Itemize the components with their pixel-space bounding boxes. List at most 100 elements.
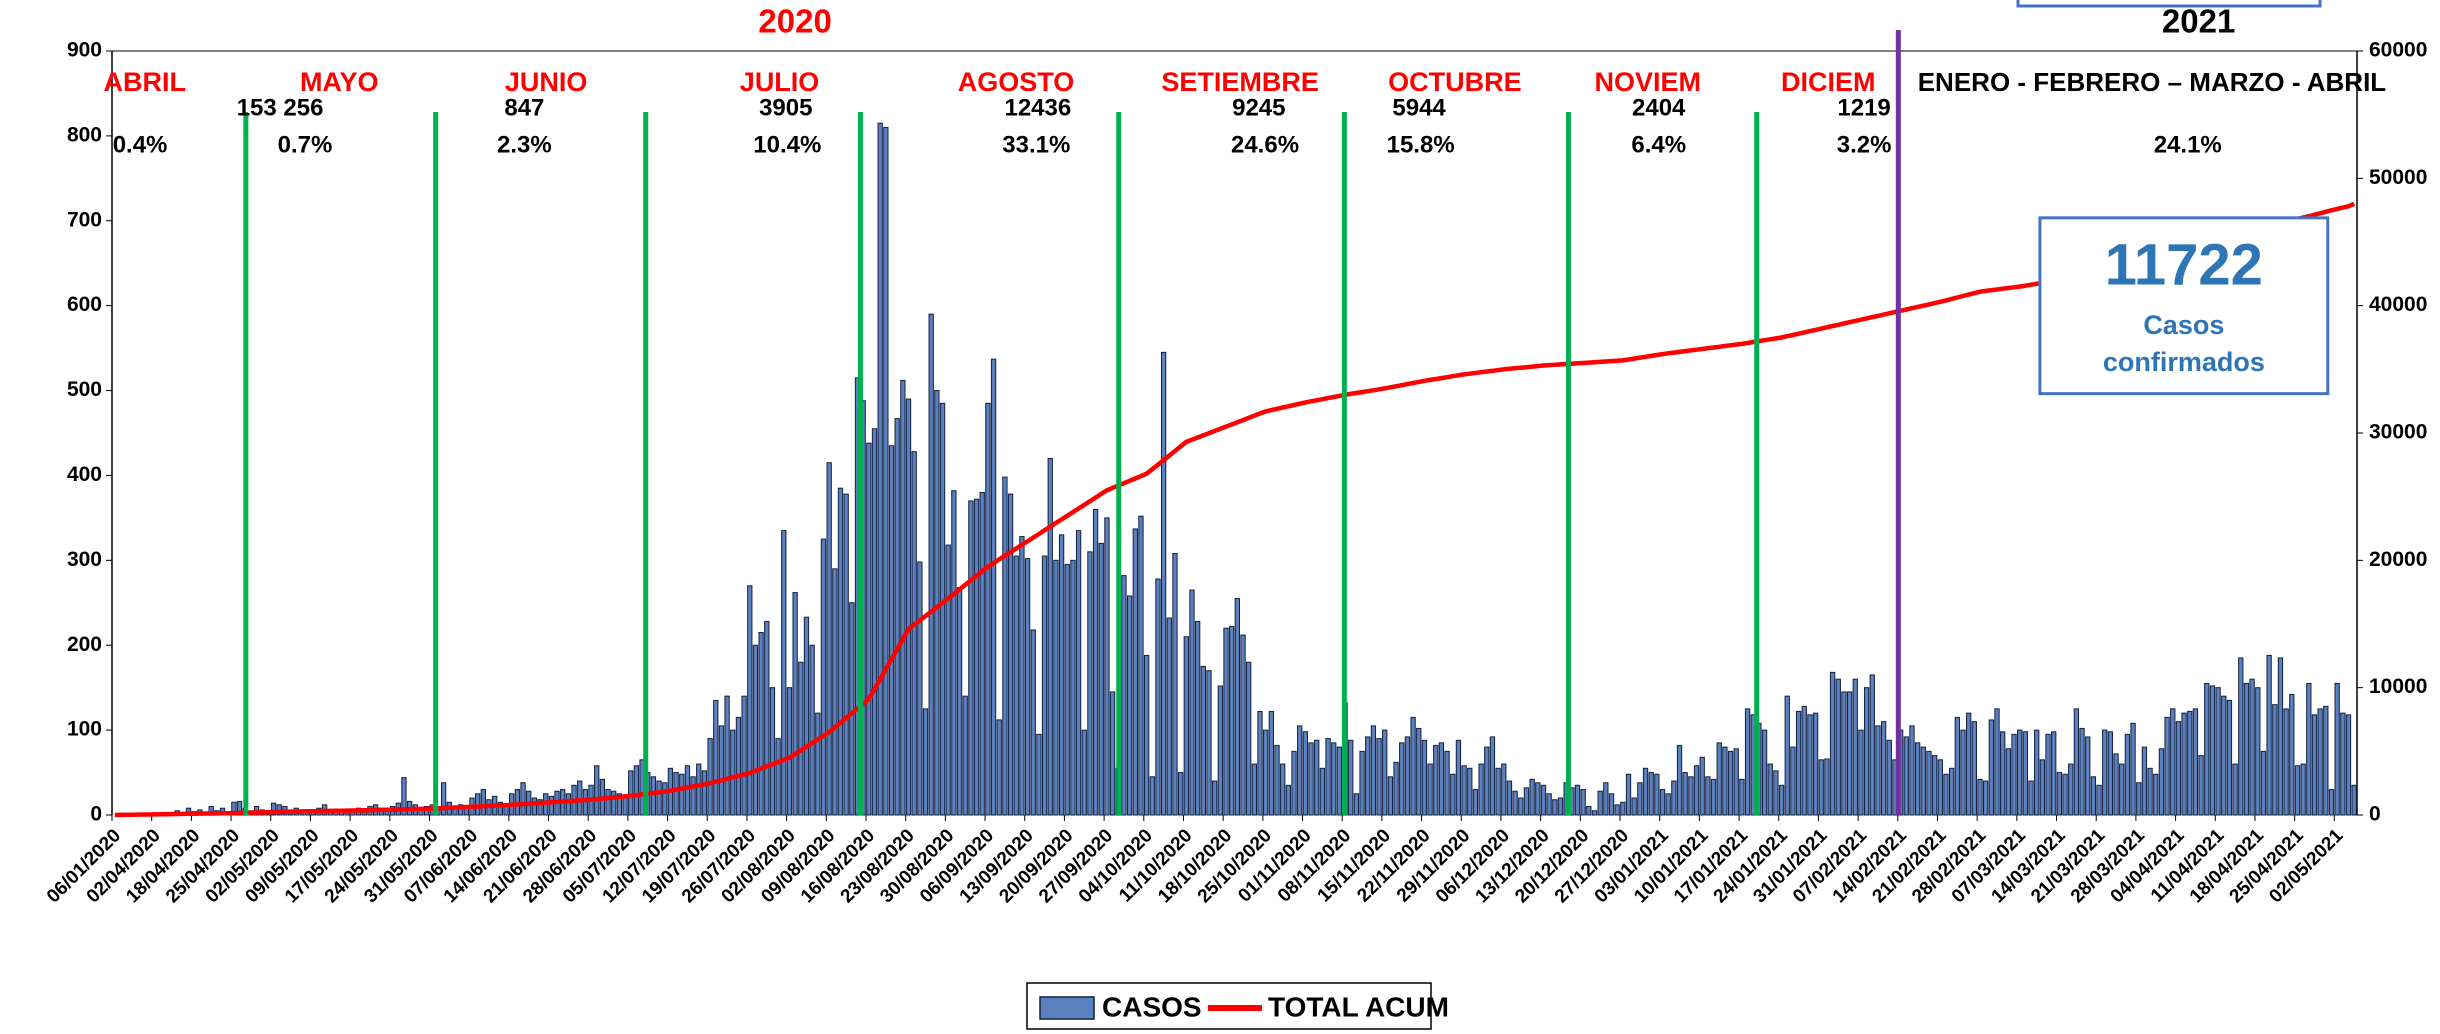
bar [1365,736,1371,816]
y2-tick-label: 30000 [2369,421,2427,444]
bar [2187,710,2193,816]
year-label: 2020 [758,3,831,40]
legend-label: CASOS [1102,991,1202,1022]
bar [820,538,827,816]
bar [951,490,957,816]
month-share: 0.7% [278,132,333,159]
month-name: ABRIL [103,67,186,97]
bar [1280,763,1286,816]
bar [769,687,776,816]
bar [968,500,974,816]
bar [1047,457,1053,816]
bar [401,777,407,816]
y2-tick-label: 40000 [2369,293,2427,316]
bar [1614,804,1620,816]
bar [1739,778,1745,816]
y-tick-label: 500 [67,378,102,401]
bar [1359,750,1365,816]
y-tick-label: 600 [67,293,102,316]
bar [1013,555,1019,816]
bar [900,379,906,816]
bar [1268,710,1275,816]
bar [798,661,804,816]
bar [2272,704,2278,816]
month-share: 24.6% [1231,132,1299,159]
bar [1880,721,1887,816]
bar [1302,731,1309,816]
bar [934,390,940,816]
bar [2249,678,2255,816]
bar [1183,636,1189,816]
bar [1727,750,1734,816]
bar [1580,789,1586,816]
bar [1926,750,1932,816]
bar [2090,776,2097,816]
bar [2130,722,2136,816]
y2-tick-label: 20000 [2369,548,2427,571]
bar [1603,782,1609,816]
bar [1058,534,1065,816]
bar [1308,742,1314,816]
box-edge [2016,0,2322,8]
month-share: 10.4% [753,132,821,159]
bar [1331,742,1337,816]
bar [1858,729,1864,816]
bar [1625,773,1632,816]
bar [1693,765,1700,816]
bar [2153,773,2159,816]
bar [1710,778,1717,816]
bar [1863,687,1870,816]
bar [985,402,991,816]
bar [2005,748,2011,816]
bar [815,712,821,816]
bar [826,462,832,816]
bar [990,358,997,816]
bar [1807,714,1813,816]
bar [1285,784,1292,816]
bar [1846,691,1853,816]
bar [1489,736,1496,816]
month-name: JUNIO [505,67,588,97]
bar [735,716,742,816]
bar [1903,736,1909,816]
month-share: 15.8% [1387,132,1455,159]
bar [679,773,685,816]
bar [1433,744,1439,816]
bar [1875,725,1881,816]
bar [894,418,900,816]
bar [2102,729,2108,816]
bar [622,795,628,816]
bar [1472,789,1479,816]
bar [1194,620,1201,816]
bar [1648,772,1654,816]
bar [1376,738,1382,816]
bar [2198,755,2204,816]
bar [1659,789,1666,816]
bar [724,695,730,816]
bar [1444,750,1450,816]
bar [1019,536,1025,816]
month-share: 0.4% [113,132,168,159]
bar [1297,725,1303,816]
bar [1954,716,1960,816]
bar [1450,773,1456,816]
bar [707,738,713,816]
bar [792,592,798,816]
bar [1931,755,1938,816]
bar [2306,682,2312,816]
bar [1790,746,1796,816]
y-tick-label: 700 [67,208,102,231]
bar [775,738,781,816]
bar [701,770,708,816]
bar [2056,772,2063,816]
bar [2158,748,2165,816]
bar [1574,784,1581,816]
bar [2062,773,2068,816]
bar [1818,759,1824,816]
bar [1234,598,1240,816]
bar [1325,738,1331,816]
bar [786,687,793,816]
bar [1053,559,1059,816]
bar [1631,797,1637,816]
bar [911,451,917,816]
